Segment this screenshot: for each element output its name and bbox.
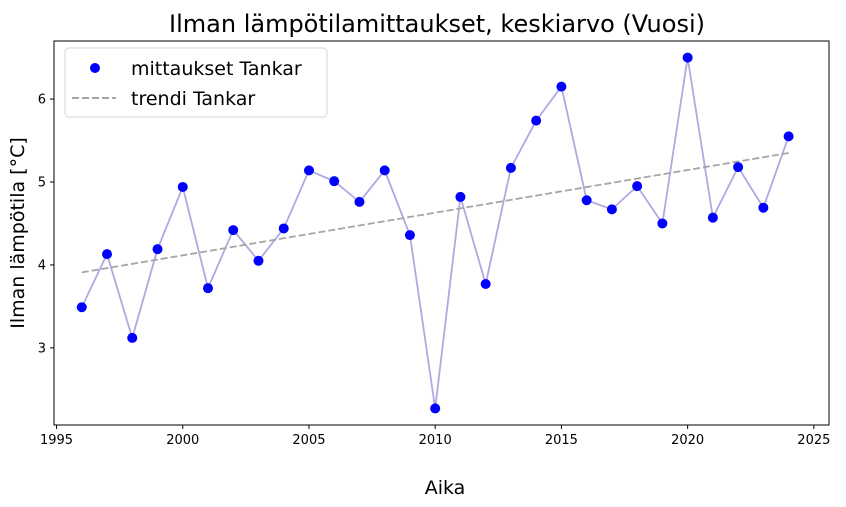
- plot-frame: [53, 40, 830, 426]
- x-tick-label: 2005: [292, 433, 325, 448]
- data-point-2023: [758, 202, 769, 213]
- x-tick-label: 1995: [40, 433, 73, 448]
- data-point-2022: [733, 162, 744, 173]
- data-point-2018: [632, 181, 643, 192]
- data-point-2000: [177, 181, 188, 192]
- data-point-2004: [278, 223, 289, 234]
- chart-title: Ilman lämpötilamittaukset, keskiarvo (Vu…: [169, 10, 705, 38]
- data-point-1997: [102, 249, 113, 260]
- x-tick-label: 2020: [671, 433, 704, 448]
- data-point-1998: [127, 332, 138, 343]
- data-point-2009: [404, 230, 415, 241]
- x-tick-label: 2025: [797, 433, 830, 448]
- y-tick-label: 6: [38, 93, 46, 108]
- legend-label-measurements: mittaukset Tankar: [131, 58, 302, 80]
- x-tick-label: 2010: [419, 433, 452, 448]
- x-axis-label: Aika: [425, 477, 466, 499]
- legend-box: [64, 47, 328, 118]
- data-point-2006: [329, 176, 340, 187]
- data-point-2019: [657, 218, 668, 229]
- data-point-2010: [430, 403, 441, 414]
- data-point-2001: [202, 283, 213, 294]
- data-point-2017: [606, 204, 617, 215]
- data-point-2013: [505, 162, 516, 173]
- plot-area: [76, 52, 794, 414]
- data-point-2005: [303, 165, 314, 176]
- legend-label-trend: trendi Tankar: [131, 88, 255, 110]
- legend-marker-measurements: [90, 63, 100, 73]
- x-tick-label: 2000: [166, 433, 199, 448]
- data-point-1999: [152, 244, 163, 255]
- data-point-1996: [76, 302, 87, 313]
- x-tick-label: 2015: [545, 433, 578, 448]
- data-point-2015: [556, 81, 567, 92]
- data-point-2011: [455, 191, 466, 202]
- data-point-2020: [682, 52, 693, 63]
- data-point-2024: [783, 131, 794, 142]
- data-point-2014: [531, 115, 542, 126]
- legend: mittaukset Tankar trendi Tankar: [64, 47, 328, 118]
- y-tick-label: 4: [38, 258, 46, 273]
- data-point-2003: [253, 255, 264, 266]
- data-point-2008: [379, 165, 390, 176]
- data-point-2021: [707, 212, 718, 223]
- x-axis: 1995 2000 2005 2010 2015 2020 2025: [40, 425, 830, 448]
- data-point-2012: [480, 279, 491, 290]
- data-point-2002: [228, 225, 239, 236]
- trend-line: [81, 152, 789, 274]
- y-axis-label: Ilman lämpötila [°C]: [7, 137, 29, 329]
- data-point-2007: [354, 196, 365, 207]
- y-tick-label: 5: [38, 175, 46, 190]
- y-axis: 3 4 5 6: [38, 93, 54, 356]
- data-point-2016: [581, 195, 592, 206]
- y-tick-label: 3: [38, 341, 46, 356]
